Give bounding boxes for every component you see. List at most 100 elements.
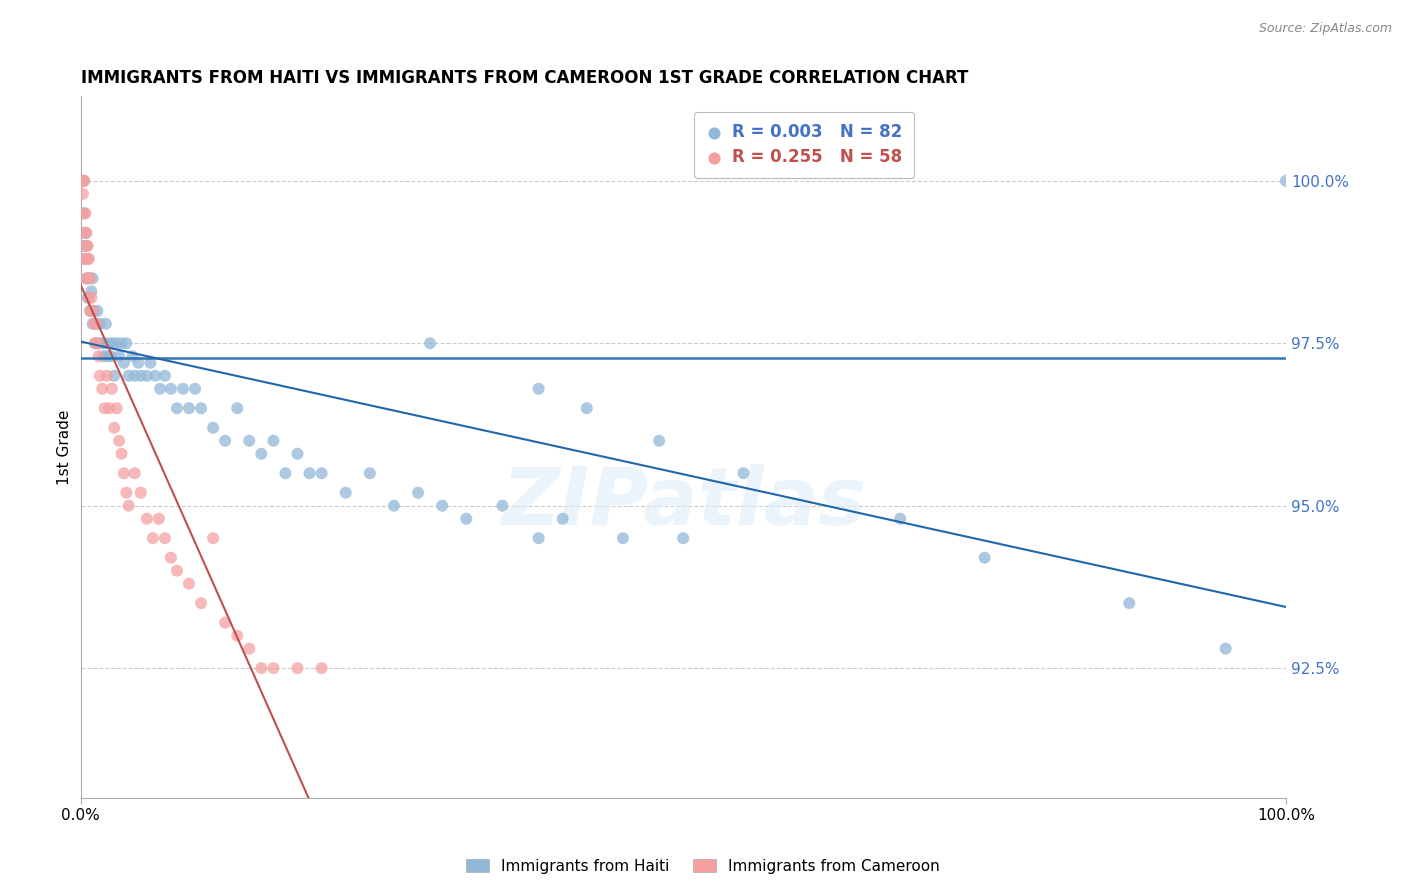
Point <box>79 303 101 318</box>
Point <box>527 382 550 396</box>
Point <box>75 206 97 220</box>
Point <box>238 641 260 656</box>
Point <box>87 336 110 351</box>
Point <box>551 512 574 526</box>
Point <box>118 368 141 383</box>
Point <box>80 291 103 305</box>
Point <box>672 531 695 545</box>
Legend: Immigrants from Haiti, Immigrants from Cameroon: Immigrants from Haiti, Immigrants from C… <box>460 853 946 880</box>
Point <box>153 368 176 383</box>
Point <box>76 271 98 285</box>
Point <box>262 434 284 448</box>
Point <box>98 401 121 416</box>
Point <box>430 499 453 513</box>
Point <box>148 512 170 526</box>
Point <box>135 368 157 383</box>
Point <box>287 661 309 675</box>
Point <box>287 447 309 461</box>
Point <box>77 252 100 266</box>
Point <box>86 303 108 318</box>
Point <box>127 356 149 370</box>
Point <box>84 317 107 331</box>
Point <box>250 447 273 461</box>
Point <box>115 485 138 500</box>
Point <box>96 368 118 383</box>
Point <box>82 271 104 285</box>
Point <box>118 499 141 513</box>
Point <box>311 467 333 481</box>
Point <box>84 336 107 351</box>
Point <box>238 434 260 448</box>
Point <box>76 252 98 266</box>
Point <box>177 576 200 591</box>
Legend: R = 0.003   N = 82, R = 0.255   N = 58: R = 0.003 N = 82, R = 0.255 N = 58 <box>693 112 914 178</box>
Point <box>112 356 135 370</box>
Point <box>91 336 114 351</box>
Point <box>91 382 114 396</box>
Point <box>733 467 755 481</box>
Point <box>82 303 104 318</box>
Point <box>124 368 146 383</box>
Point <box>648 434 671 448</box>
Point <box>575 401 598 416</box>
Point <box>83 303 105 318</box>
Point <box>93 336 115 351</box>
Point <box>612 531 634 545</box>
Point <box>77 271 100 285</box>
Point <box>80 285 103 299</box>
Point <box>124 467 146 481</box>
Point <box>226 629 249 643</box>
Point <box>121 349 143 363</box>
Point <box>70 174 93 188</box>
Point <box>262 661 284 675</box>
Point <box>86 336 108 351</box>
Point <box>83 317 105 331</box>
Point <box>98 336 121 351</box>
Point <box>202 531 225 545</box>
Point <box>177 401 200 416</box>
Point <box>115 336 138 351</box>
Point <box>129 485 152 500</box>
Point <box>70 174 93 188</box>
Point <box>105 336 128 351</box>
Point <box>406 485 429 500</box>
Point <box>79 303 101 318</box>
Point <box>76 239 98 253</box>
Point <box>72 174 94 188</box>
Point <box>142 531 165 545</box>
Point <box>1118 596 1140 610</box>
Point <box>973 550 995 565</box>
Point <box>160 550 183 565</box>
Point <box>100 349 122 363</box>
Point <box>76 239 98 253</box>
Point <box>84 317 107 331</box>
Point <box>103 368 125 383</box>
Point <box>72 174 94 188</box>
Text: IMMIGRANTS FROM HAITI VS IMMIGRANTS FROM CAMEROON 1ST GRADE CORRELATION CHART: IMMIGRANTS FROM HAITI VS IMMIGRANTS FROM… <box>80 69 967 87</box>
Text: ZIPatlas: ZIPatlas <box>501 465 866 542</box>
Point <box>84 336 107 351</box>
Point <box>103 421 125 435</box>
Point <box>108 434 131 448</box>
Point <box>94 317 117 331</box>
Point <box>456 512 478 526</box>
Text: Source: ZipAtlas.com: Source: ZipAtlas.com <box>1258 22 1392 36</box>
Point <box>172 382 194 396</box>
Point <box>76 271 98 285</box>
Point <box>110 447 132 461</box>
Point <box>190 401 212 416</box>
Point <box>527 531 550 545</box>
Point <box>76 226 98 240</box>
Point <box>82 317 104 331</box>
Point <box>75 252 97 266</box>
Point <box>89 368 111 383</box>
Point <box>202 421 225 435</box>
Point <box>184 382 207 396</box>
Point <box>75 226 97 240</box>
Point <box>101 382 124 396</box>
Point <box>112 467 135 481</box>
Point <box>76 271 98 285</box>
Point <box>160 382 183 396</box>
Point <box>73 226 96 240</box>
Y-axis label: 1st Grade: 1st Grade <box>58 409 72 485</box>
